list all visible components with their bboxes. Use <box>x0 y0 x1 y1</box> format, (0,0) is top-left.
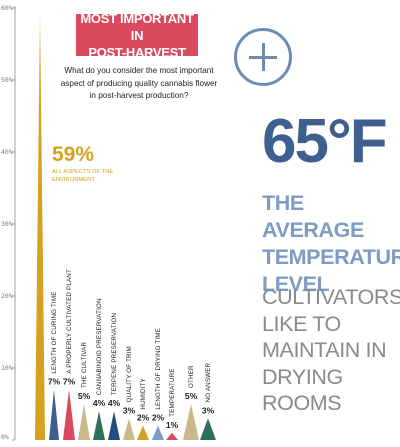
y-tick-label: 20% <box>1 292 13 300</box>
title-line-1: MOST IMPORTANT IN <box>80 10 194 43</box>
category-label-10: TEMPERATURE <box>169 368 176 417</box>
y-tick-label: 40% <box>1 148 13 156</box>
bar-9 <box>152 425 164 440</box>
value-label-5: 4% <box>93 398 106 408</box>
category-label-7: QUALITY OF TRIM <box>126 346 133 402</box>
highlight-label: ALL ASPECTS OF THE ENVIRONMENT <box>52 169 114 183</box>
value-label-4: 5% <box>78 391 91 401</box>
bar-1 <box>35 15 45 440</box>
plus-vertical-stroke <box>261 43 265 71</box>
y-tick-label: 50% <box>1 76 13 84</box>
category-label-5: CANNABINOID PRESERVATION <box>96 298 103 395</box>
category-label-11: OTHER <box>188 365 195 388</box>
value-label-10: 1% <box>166 420 179 430</box>
category-label-2: LENGTH OF CURING TIME <box>51 291 58 373</box>
bar-4 <box>78 404 90 440</box>
survey-question: What do you consider the most important … <box>60 66 218 100</box>
title-box: MOST IMPORTANT IN POST-HARVEST <box>76 11 198 60</box>
plus-circle-icon <box>234 28 292 86</box>
stat-headline: THE AVERAGE TEMPERATURE LEVEL <box>262 191 400 296</box>
stat-description: CULTIVATORS LIKE TO MAINTAIN IN DRYING R… <box>262 285 400 415</box>
bar-5 <box>93 411 105 440</box>
title-line-2: POST-HARVEST <box>88 44 186 60</box>
y-tick-label: 10% <box>1 364 13 372</box>
value-label-2: 7% <box>48 377 61 387</box>
category-label-4: THE CULTIVAR <box>81 341 88 388</box>
y-tick-label: 60% <box>1 4 13 12</box>
value-label-3: 7% <box>63 377 76 387</box>
y-tick-label: 30% <box>1 220 13 228</box>
bar-3 <box>63 389 75 440</box>
value-label-7: 3% <box>123 405 136 415</box>
bar-11 <box>183 404 199 440</box>
value-label-8: 2% <box>137 413 150 423</box>
category-label-3: A PROPERLY CULTIVATED PLANT <box>66 269 73 374</box>
category-label-6: TERPENE PRESERVATION <box>111 313 118 395</box>
value-label-11: 5% <box>185 391 198 401</box>
highlight-percent: 59% <box>52 143 95 166</box>
value-label-12: 3% <box>202 405 215 415</box>
category-label-9: LENGTH OF DRYING TIME <box>155 328 162 410</box>
y-tick-label: 0% <box>1 433 9 441</box>
bar-7 <box>123 418 135 440</box>
category-label-12: NO ANSWER <box>205 362 212 402</box>
bar-2 <box>49 389 59 440</box>
value-label-6: 4% <box>108 398 121 408</box>
category-label-8: HUMIDITY <box>140 378 147 410</box>
bar-8 <box>137 425 149 440</box>
bar-12 <box>200 418 216 440</box>
bar-6 <box>108 411 120 440</box>
bar-10 <box>166 432 178 440</box>
value-label-9: 2% <box>152 413 165 423</box>
temperature-stat: 65°F <box>262 107 388 176</box>
